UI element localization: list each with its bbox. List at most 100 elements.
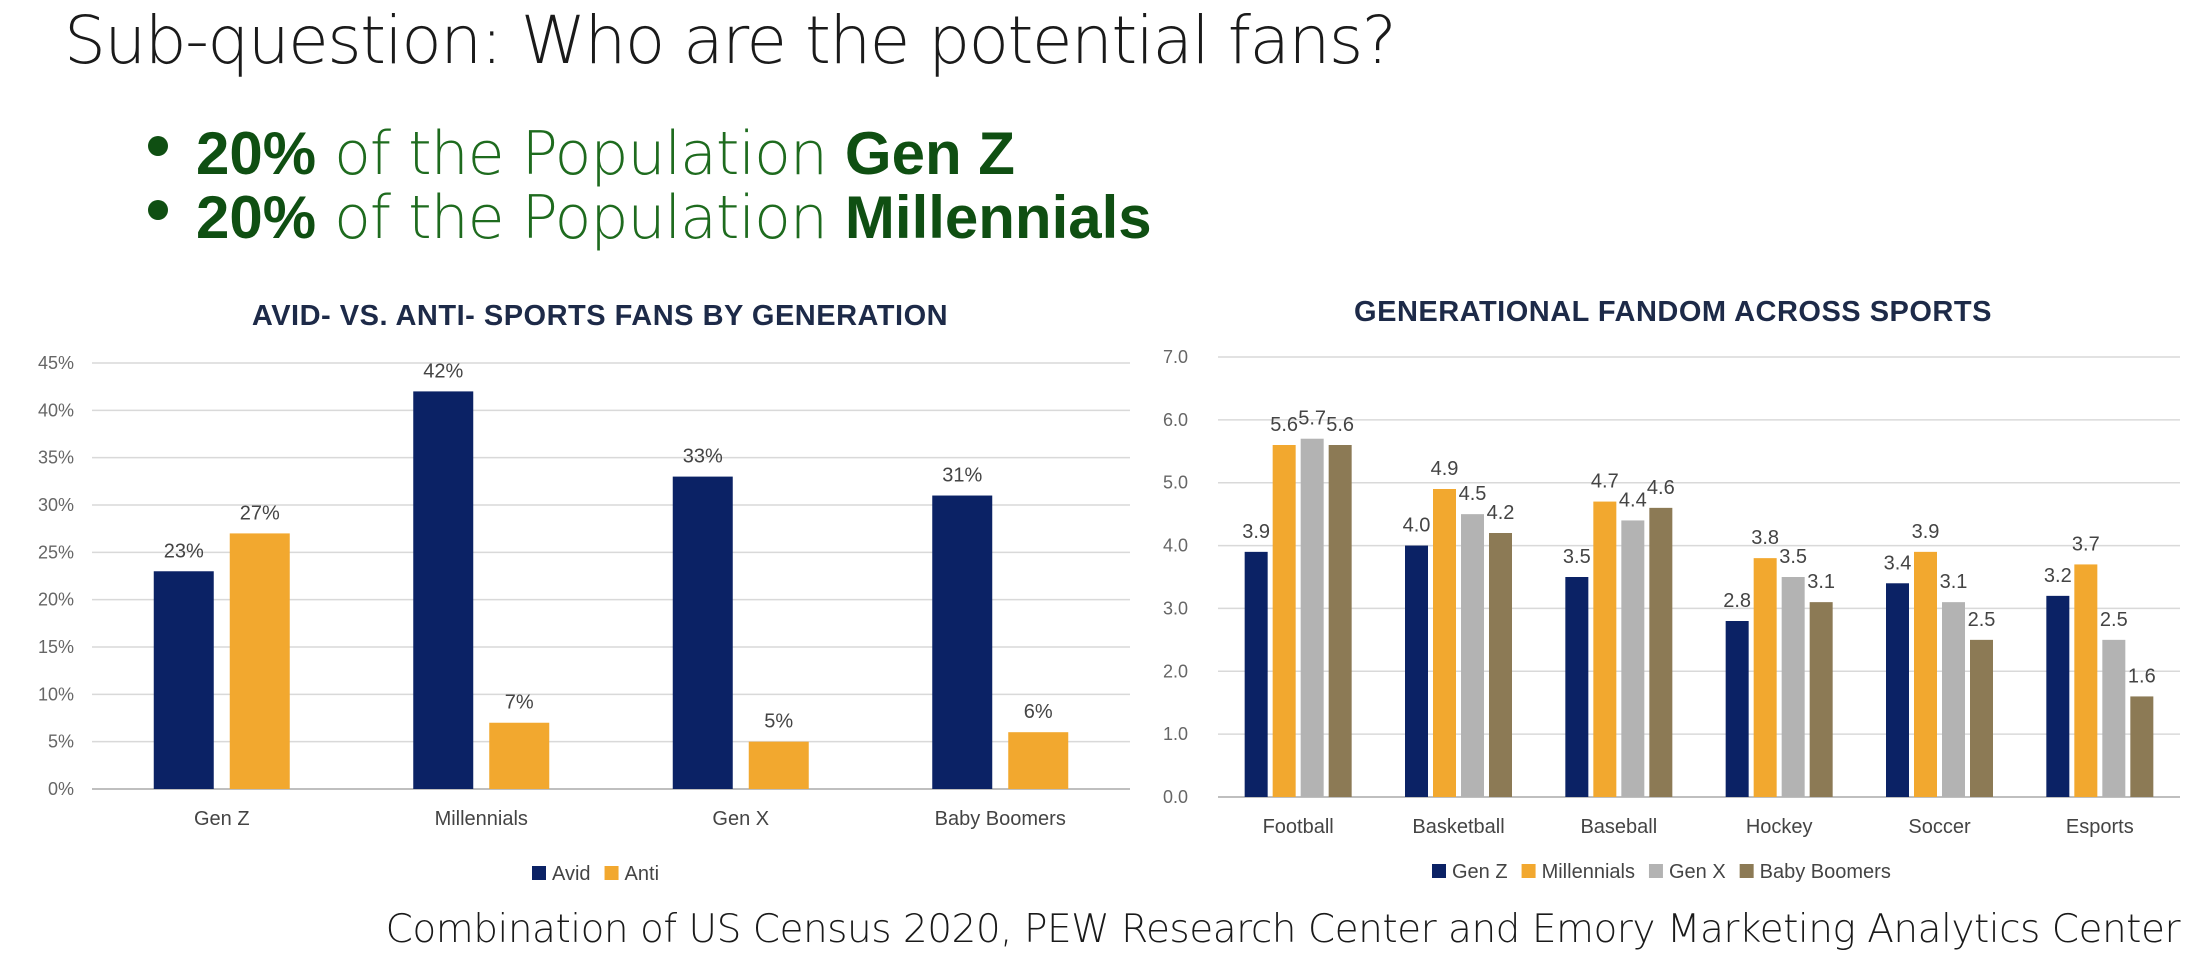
data-label: 3.1 bbox=[1940, 571, 1968, 593]
x-category-label: Gen Z bbox=[194, 808, 250, 830]
x-category-label: Esports bbox=[2066, 816, 2134, 838]
x-category-label: Football bbox=[1263, 816, 1334, 838]
avid-anti-fans-chart: AVID- VS. ANTI- SPORTS FANS BY GENERATIO… bbox=[38, 300, 1130, 885]
bar-gen-x-esports bbox=[2102, 639, 2126, 797]
y-tick-label: 5% bbox=[48, 732, 74, 752]
data-label: 3.1 bbox=[1807, 571, 1835, 593]
bar-avid-gen-z bbox=[153, 571, 214, 789]
bar-avid-baby-boomers bbox=[932, 495, 993, 789]
legend-swatch-anti bbox=[604, 866, 619, 880]
data-label: 5.6 bbox=[1326, 414, 1354, 436]
y-tick-label: 7.0 bbox=[1163, 347, 1188, 367]
y-tick-label: 45% bbox=[38, 353, 74, 373]
legend-label-gen-x: Gen X bbox=[1669, 861, 1726, 883]
bullet-text: of the Population bbox=[316, 183, 845, 253]
bar-baby-boomers-baseball bbox=[1649, 507, 1673, 797]
data-label: 2.5 bbox=[1968, 609, 1996, 631]
data-label: 4.9 bbox=[1431, 458, 1459, 480]
chart-title: GENERATIONAL FANDOM ACROSS SPORTS bbox=[1354, 296, 1992, 328]
bullet-percent: 20% bbox=[196, 120, 317, 187]
bar-millennials-soccer bbox=[1914, 551, 1937, 797]
x-category-label: Gen X bbox=[712, 808, 769, 830]
bar-gen-z-football bbox=[1244, 551, 1268, 797]
bullet-gen-z: 20% of the Population Gen Z bbox=[140, 122, 1152, 186]
data-label: 31% bbox=[942, 465, 982, 487]
bar-anti-gen-z bbox=[229, 533, 290, 789]
bar-avid-gen-x bbox=[672, 476, 733, 789]
data-label: 5.7 bbox=[1298, 408, 1326, 430]
data-label: 5% bbox=[764, 711, 793, 733]
legend-swatch-baby-boomers bbox=[1739, 864, 1754, 878]
data-label: 2.5 bbox=[2100, 609, 2128, 631]
y-tick-label: 0.0 bbox=[1163, 787, 1188, 807]
bar-baby-boomers-esports bbox=[2130, 696, 2154, 797]
bar-gen-x-soccer bbox=[1942, 602, 1965, 797]
bar-baby-boomers-hockey bbox=[1809, 602, 1833, 797]
data-label: 3.5 bbox=[1563, 546, 1591, 568]
legend-label-gen-z: Gen Z bbox=[1452, 861, 1508, 883]
bar-anti-baby-boomers bbox=[1008, 732, 1069, 789]
bar-gen-z-hockey bbox=[1725, 621, 1749, 797]
data-label: 6% bbox=[1024, 701, 1053, 723]
data-label: 1.6 bbox=[2128, 665, 2156, 687]
data-label: 4.7 bbox=[1591, 471, 1619, 493]
bullet-highlight: Millennials bbox=[844, 184, 1152, 251]
x-category-label: Baseball bbox=[1580, 816, 1657, 838]
legend-swatch-gen-x bbox=[1648, 864, 1663, 878]
data-label: 3.5 bbox=[1779, 546, 1807, 568]
data-label: 4.6 bbox=[1647, 477, 1675, 499]
bar-millennials-basketball bbox=[1433, 489, 1456, 797]
bar-baby-boomers-soccer bbox=[1970, 639, 1993, 797]
x-category-label: Millennials bbox=[435, 808, 528, 830]
bar-millennials-hockey bbox=[1753, 558, 1777, 797]
y-tick-label: 1.0 bbox=[1163, 724, 1188, 744]
bar-anti-millennials bbox=[489, 722, 550, 789]
data-label: 3.7 bbox=[2072, 533, 2100, 555]
y-tick-label: 5.0 bbox=[1163, 473, 1188, 493]
y-tick-label: 40% bbox=[38, 400, 74, 420]
bullet-percent: 20% bbox=[196, 184, 317, 251]
bullet-list: 20% of the Population Gen Z 20% of the P… bbox=[140, 122, 1152, 250]
data-label: 5.6 bbox=[1270, 414, 1298, 436]
data-label: 33% bbox=[683, 446, 723, 468]
legend-swatch-gen-z bbox=[1432, 864, 1446, 878]
bar-gen-x-football bbox=[1300, 438, 1324, 797]
bar-gen-z-esports bbox=[2046, 595, 2070, 797]
legend-swatch-millennials bbox=[1521, 864, 1536, 878]
data-label: 2.8 bbox=[1723, 590, 1751, 612]
bar-millennials-football bbox=[1272, 445, 1296, 797]
bullet-dot bbox=[148, 136, 168, 156]
data-label: 3.9 bbox=[1912, 521, 1940, 543]
generational-fandom-chart: GENERATIONAL FANDOM ACROSS SPORTS 0.0 1.0 2… bbox=[1163, 296, 2180, 883]
legend-label-anti: Anti bbox=[625, 863, 659, 885]
source-citation: Combination of US Census 2020, PEW Resea… bbox=[385, 907, 2181, 952]
data-label: 3.2 bbox=[2044, 565, 2072, 587]
x-category-label: Baby Boomers bbox=[935, 808, 1066, 830]
y-tick-label: 10% bbox=[38, 684, 74, 704]
y-tick-label: 20% bbox=[38, 590, 74, 610]
bullet-millennials: 20% of the Population Millennials bbox=[140, 186, 1152, 250]
data-label: 3.4 bbox=[1884, 552, 1912, 574]
y-tick-label: 3.0 bbox=[1163, 598, 1188, 618]
slide-title: Sub-question: Who are the potential fans… bbox=[64, 2, 1397, 79]
data-label: 27% bbox=[240, 502, 280, 524]
bar-gen-x-basketball bbox=[1461, 514, 1484, 797]
data-label: 4.0 bbox=[1403, 515, 1431, 537]
chart-title: AVID- VS. ANTI- SPORTS FANS BY GENERATIO… bbox=[252, 300, 948, 332]
bullet-dot bbox=[148, 200, 168, 220]
bar-baby-boomers-football bbox=[1328, 445, 1352, 797]
bullet-highlight: Gen Z bbox=[844, 120, 1015, 187]
bar-millennials-baseball bbox=[1593, 501, 1617, 797]
data-label: 7% bbox=[505, 692, 534, 714]
bar-gen-z-basketball bbox=[1405, 545, 1428, 797]
data-label: 4.4 bbox=[1619, 489, 1647, 511]
bullet-text: of the Population bbox=[316, 119, 845, 189]
data-label: 3.9 bbox=[1242, 521, 1270, 543]
data-label: 42% bbox=[423, 360, 463, 382]
bar-anti-gen-x bbox=[748, 741, 809, 789]
data-label: 4.2 bbox=[1487, 502, 1515, 524]
data-label: 23% bbox=[164, 540, 204, 562]
legend-label-baby-boomers: Baby Boomers bbox=[1760, 861, 1891, 883]
bar-avid-millennials bbox=[413, 391, 474, 789]
legend-label-millennials: Millennials bbox=[1542, 861, 1635, 883]
